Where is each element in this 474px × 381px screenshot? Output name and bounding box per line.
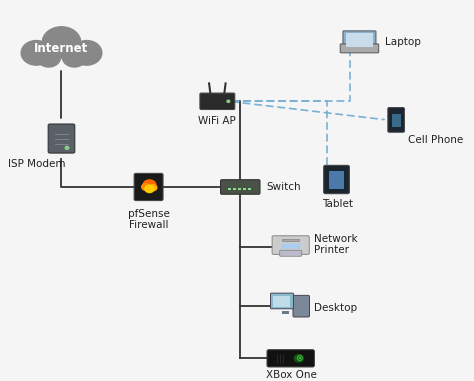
Bar — [238, 188, 241, 190]
Circle shape — [294, 355, 303, 362]
FancyBboxPatch shape — [392, 114, 401, 127]
FancyBboxPatch shape — [293, 295, 310, 317]
Text: WiFi AP: WiFi AP — [199, 116, 236, 126]
FancyBboxPatch shape — [267, 350, 314, 367]
FancyBboxPatch shape — [200, 93, 235, 109]
Circle shape — [36, 48, 61, 67]
Text: Desktop: Desktop — [314, 303, 357, 313]
Text: Network
Printer: Network Printer — [314, 234, 357, 255]
Text: Tablet: Tablet — [322, 199, 353, 209]
Circle shape — [142, 184, 150, 190]
Text: Laptop: Laptop — [385, 37, 420, 47]
FancyBboxPatch shape — [329, 171, 344, 189]
Text: ISP Modem: ISP Modem — [8, 159, 65, 169]
Text: Switch: Switch — [266, 182, 301, 192]
FancyBboxPatch shape — [340, 44, 379, 53]
FancyBboxPatch shape — [324, 165, 349, 194]
Text: XBox One: XBox One — [266, 370, 317, 379]
FancyBboxPatch shape — [272, 236, 309, 255]
FancyBboxPatch shape — [48, 124, 75, 153]
Text: Cell Phone: Cell Phone — [408, 135, 463, 145]
Circle shape — [145, 185, 154, 192]
FancyBboxPatch shape — [271, 293, 293, 309]
Bar — [248, 188, 251, 190]
Circle shape — [72, 40, 102, 65]
Bar — [228, 188, 231, 190]
Circle shape — [65, 146, 69, 149]
Text: Internet: Internet — [34, 42, 89, 55]
Bar — [243, 188, 246, 190]
Circle shape — [21, 40, 51, 65]
FancyBboxPatch shape — [281, 243, 301, 249]
Circle shape — [149, 185, 157, 191]
Circle shape — [227, 100, 230, 102]
FancyBboxPatch shape — [343, 31, 376, 48]
Bar — [233, 188, 236, 190]
Bar — [283, 239, 299, 241]
FancyBboxPatch shape — [220, 180, 260, 194]
Circle shape — [42, 27, 81, 58]
Bar — [283, 311, 289, 314]
Circle shape — [143, 180, 156, 190]
FancyBboxPatch shape — [134, 173, 163, 200]
Text: pfSense
Firewall: pfSense Firewall — [128, 208, 170, 230]
FancyBboxPatch shape — [346, 34, 373, 46]
FancyBboxPatch shape — [280, 250, 301, 256]
Circle shape — [63, 48, 86, 67]
FancyBboxPatch shape — [388, 107, 404, 132]
FancyBboxPatch shape — [273, 296, 290, 307]
Text: ⊗: ⊗ — [295, 354, 303, 363]
